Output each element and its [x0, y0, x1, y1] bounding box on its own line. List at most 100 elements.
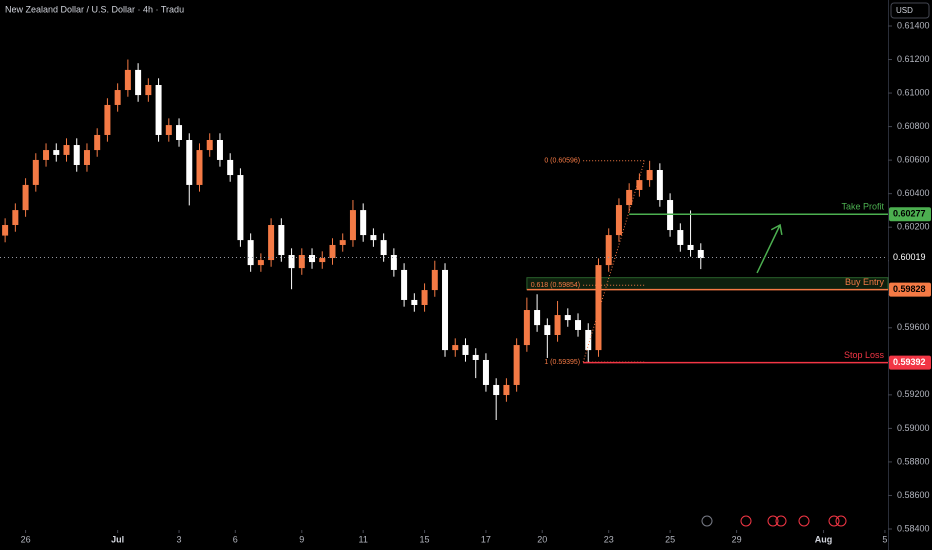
candle-body	[360, 210, 367, 236]
candle-body	[43, 150, 50, 160]
candle-body	[390, 255, 397, 270]
currency: USD	[896, 6, 913, 15]
candle-body	[482, 359, 489, 385]
fib-label: 1 (0.59395)	[544, 359, 580, 366]
candle-body	[472, 354, 479, 360]
candle-body	[32, 159, 39, 185]
current-price-box	[889, 250, 931, 265]
level-price-box	[889, 355, 931, 370]
candle-body	[155, 85, 162, 135]
x-tick-label: Jul	[111, 534, 124, 544]
candle-body	[247, 240, 254, 266]
level-price: 0.60277	[893, 209, 926, 219]
x-tick-label: 3	[177, 534, 182, 544]
y-tick-label: 0.59200	[897, 389, 930, 399]
x-tick-label: 25	[665, 534, 675, 544]
candle-body	[63, 145, 70, 155]
candle-body	[534, 310, 541, 326]
icon	[798, 515, 810, 527]
candle-body	[431, 269, 438, 291]
candle-body	[165, 125, 172, 135]
icon	[701, 515, 713, 527]
candle-body	[278, 225, 285, 256]
x-tick-label: 6	[233, 534, 238, 544]
level-name: Buy Entry	[845, 277, 885, 287]
x-tick-label: 29	[732, 534, 742, 544]
candle-body	[309, 255, 316, 263]
candle-body	[237, 175, 244, 241]
candle-body	[585, 329, 592, 351]
candle-body	[636, 180, 643, 190]
x-tick-label: Aug	[815, 534, 833, 544]
candle-body	[196, 150, 203, 185]
level-price-box	[889, 282, 931, 297]
arrow-head	[770, 223, 783, 235]
level-price: 0.59392	[893, 357, 926, 367]
candle-body	[206, 140, 213, 151]
candle-body	[646, 170, 653, 181]
candle-body	[2, 225, 9, 236]
currency-box	[890, 2, 930, 19]
y-tick-label: 0.58400	[897, 523, 930, 533]
current-price-label: 0.60019	[893, 252, 926, 262]
candle-body	[544, 325, 551, 336]
candle-body	[462, 345, 469, 355]
candle-body	[216, 140, 223, 160]
candle-body	[677, 230, 684, 245]
candle-body	[401, 269, 408, 300]
y-tick-label: 0.61200	[897, 54, 930, 64]
candle-body	[421, 290, 428, 305]
candle-body	[22, 184, 29, 211]
candle-body	[135, 69, 142, 96]
level-name: Take Profit	[841, 202, 884, 212]
candle-body	[595, 265, 602, 351]
icon	[767, 515, 779, 527]
y-tick-label: 0.60200	[897, 222, 930, 232]
icon	[740, 515, 752, 527]
candle-body	[339, 240, 346, 245]
candle-body	[114, 90, 121, 105]
candle-body	[176, 125, 183, 141]
x-tick-label: 15	[420, 534, 430, 544]
y-tick-label: 0.58800	[897, 456, 930, 466]
candle-body	[53, 150, 60, 155]
candle-body	[349, 210, 356, 241]
fib-label: 0.618 (0.59854)	[531, 282, 580, 289]
candle-body	[268, 225, 275, 261]
level-price-box	[889, 207, 931, 222]
candle-body	[288, 255, 295, 269]
candle-body	[94, 134, 101, 151]
candle-body	[667, 200, 674, 231]
candle-body	[227, 159, 234, 176]
candle-body	[104, 104, 111, 135]
candle-body	[124, 69, 131, 91]
level-price: 0.59828	[893, 284, 926, 294]
y-tick-label: 0.61400	[897, 20, 930, 30]
x-tick-label: 26	[21, 534, 31, 544]
candle-body	[12, 210, 19, 226]
candle-body	[452, 345, 459, 351]
toolbar-icons	[701, 515, 847, 527]
chart-title: New Zealand Dollar / U.S. Dollar · 4h · …	[5, 4, 184, 14]
candle-body	[370, 235, 377, 241]
candle-body	[697, 249, 704, 259]
candle-body	[298, 255, 305, 269]
y-tick-label: 0.59600	[897, 322, 930, 332]
x-tick-label: 23	[604, 534, 614, 544]
candle-body	[605, 235, 612, 266]
candle-body	[380, 240, 387, 256]
buy-zone	[526, 277, 889, 291]
candle-body	[656, 170, 663, 201]
candle-body	[575, 320, 582, 330]
candle-body	[83, 150, 90, 165]
x-tick-label: 20	[537, 534, 547, 544]
candle-body	[329, 244, 336, 259]
y-tick-label: 0.58600	[897, 490, 930, 500]
x-tick-label: 5	[882, 534, 887, 544]
candle-body	[411, 299, 418, 305]
candle-body	[145, 85, 152, 96]
candle-body	[513, 345, 520, 385]
fib-label: 0 (0.60596)	[544, 158, 580, 165]
x-tick-label: 11	[359, 534, 368, 544]
